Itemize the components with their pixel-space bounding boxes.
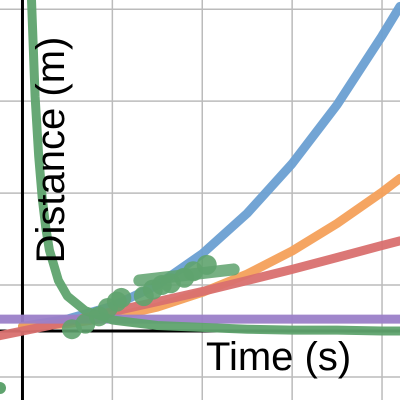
scatter-group xyxy=(0,254,217,395)
y-axis-label: Distance (m) xyxy=(29,37,73,264)
data-point-12 xyxy=(196,254,217,275)
offscreen-marker xyxy=(0,382,6,395)
x-axis-label: Time (s) xyxy=(206,335,351,379)
series-line-green-4 xyxy=(27,0,400,336)
series-line-blue-0 xyxy=(18,1,400,331)
data-point-5 xyxy=(111,287,132,308)
